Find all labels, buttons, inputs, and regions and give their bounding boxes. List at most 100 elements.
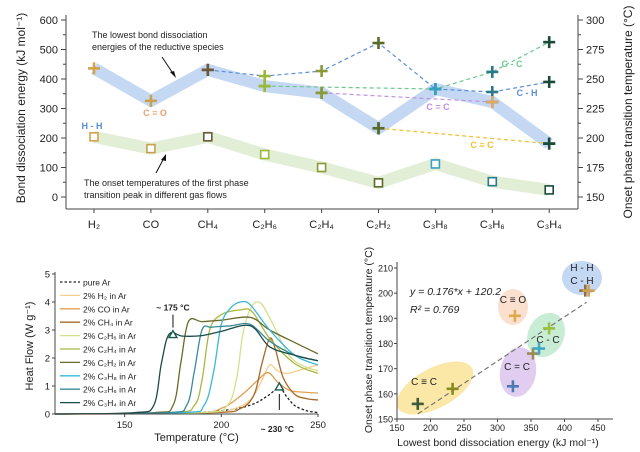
bond-label: C ≡ C	[470, 140, 494, 150]
onset-temperature-marker	[544, 185, 555, 195]
x-tick-label: C₃H₄	[537, 219, 562, 231]
y-tick-label: 210	[378, 264, 393, 274]
y-tick-label: 500	[40, 45, 58, 57]
group-label: C = C	[504, 362, 530, 373]
bond-label: C = C	[426, 102, 450, 112]
y-tick-label: 190	[378, 314, 393, 324]
bond-label: H - H	[82, 121, 103, 131]
group-label: C - H	[570, 276, 593, 287]
onset-temperature-marker	[373, 178, 384, 188]
group-label: C ≡ C	[411, 377, 437, 388]
group-label: C ≡ O	[500, 295, 527, 306]
legend-label: 2% H₂ in Ar	[83, 291, 127, 301]
y-tick-label: 160	[378, 389, 393, 399]
legend-label: 2% CO in Ar	[83, 304, 130, 314]
heat-flow-curve	[54, 316, 319, 415]
onset-triangle-marker	[274, 381, 285, 391]
x-tick-label: 200	[423, 423, 438, 433]
onset-temperature-marker	[89, 132, 99, 142]
onset-temperature-marker	[203, 132, 213, 142]
group-label: H - H	[570, 263, 593, 274]
heat-flow-curve	[54, 322, 319, 415]
group-ellipse	[527, 312, 565, 358]
x-tick-label: C₂H₆	[252, 219, 277, 231]
y-tick-label: 3	[45, 326, 50, 337]
bond-energy-marker	[543, 36, 556, 49]
bond-series-line	[378, 127, 550, 145]
onset-temperature-marker	[316, 162, 327, 173]
arrow-head	[170, 71, 176, 78]
y2-tick-label: 225	[586, 104, 604, 116]
onset-temperature-marker	[430, 159, 441, 169]
legend-label: 2% C₂H₄ in Ar	[83, 345, 136, 355]
bond-energy-marker	[372, 37, 385, 50]
y-tick-label: 2	[45, 354, 50, 365]
heat-flow-curve	[54, 301, 319, 415]
bond-energy-marker	[429, 83, 442, 96]
bond-energy-marker	[201, 63, 214, 76]
y-axis-title: Bond dissociation energy (kJ mol⁻¹)	[14, 13, 28, 203]
annotation-text: transition peak in different gas flows	[84, 190, 227, 200]
y-tick-label: 200	[40, 133, 58, 145]
x-tick-label: 450	[590, 423, 605, 433]
group-label: C - C	[536, 335, 559, 346]
legend-label: 2% C₃H₆ in Ar	[83, 385, 136, 395]
scatter-point	[446, 382, 459, 395]
x-tick-label: 400	[557, 423, 572, 433]
bond-energy-marker	[258, 80, 271, 93]
y-tick-label: 0	[52, 192, 58, 204]
y-tick-label: 100	[40, 163, 58, 175]
legend-label: 2% C₂H₆ in Ar	[83, 331, 136, 341]
y-tick-label: 0	[45, 410, 50, 421]
annotation-label: ~ 175 °C	[156, 303, 189, 313]
y-tick-label: 300	[40, 104, 58, 116]
scatter-point	[543, 322, 556, 335]
heat-flow-curve	[54, 300, 319, 415]
bond-energy-marker	[144, 94, 157, 107]
annotation-text: The onset temperatures of the first phas…	[84, 178, 249, 188]
annotation-text: energies of the reductive species	[92, 42, 224, 52]
x-tick-label: 150	[389, 423, 404, 433]
x-tick-label: C₂H₂	[366, 219, 390, 231]
bond-energy-marker	[315, 65, 328, 78]
onset-temperature-marker	[487, 176, 498, 187]
fit-r-squared: R² = 0.769	[410, 304, 459, 316]
x-tick-label: H₂	[88, 219, 100, 231]
fit-line	[417, 301, 587, 415]
bond-energy-marker	[88, 62, 100, 75]
y-axis-title: Heat Flow (W g⁻¹)	[24, 302, 36, 391]
y2-tick-label: 250	[586, 74, 604, 86]
y-tick-label: 1	[45, 382, 50, 393]
bond-energy-marker	[486, 65, 499, 78]
y-tick-label: 5	[45, 270, 50, 281]
group-ellipse	[562, 261, 602, 295]
bond-energy-marker	[543, 75, 556, 88]
scatter-point	[506, 380, 519, 393]
x-tick-label: 350	[523, 423, 538, 433]
bond-energy-marker	[486, 85, 499, 98]
bond-energy-marker	[315, 86, 328, 99]
onset-triangle-marker	[167, 329, 179, 339]
fit-equation: y = 0.176*x + 120.2	[409, 286, 501, 298]
bond-energy-marker	[543, 137, 556, 150]
lowest-energy-band	[91, 63, 553, 149]
x-tick-label: CO	[143, 219, 160, 231]
legend-label: 2% C₂H₂ in Ar	[83, 358, 136, 368]
y2-axis-title: Onset phase transition temperature (°C)	[621, 6, 635, 219]
x-tick-label: 250	[456, 423, 471, 433]
scatter-point	[411, 397, 424, 410]
scatter-point	[533, 342, 546, 355]
annotation-label: ~ 230 °C	[261, 424, 294, 434]
scatter-point	[508, 309, 521, 322]
bond-series-line	[264, 41, 550, 90]
annotation-text: The lowest bond dissociation	[92, 30, 208, 40]
scatter-point	[582, 284, 595, 297]
y-tick-label: 170	[378, 364, 393, 374]
y-tick-label: 600	[40, 15, 58, 27]
x-axis-title: Temperature (°C)	[154, 432, 238, 444]
annotation-arrow	[155, 157, 165, 174]
legend-label: 2% C₃H₄ in Ar	[83, 398, 136, 408]
bond-series-line	[321, 92, 493, 103]
legend-label: 2% C₃H₈ in Ar	[83, 371, 136, 381]
